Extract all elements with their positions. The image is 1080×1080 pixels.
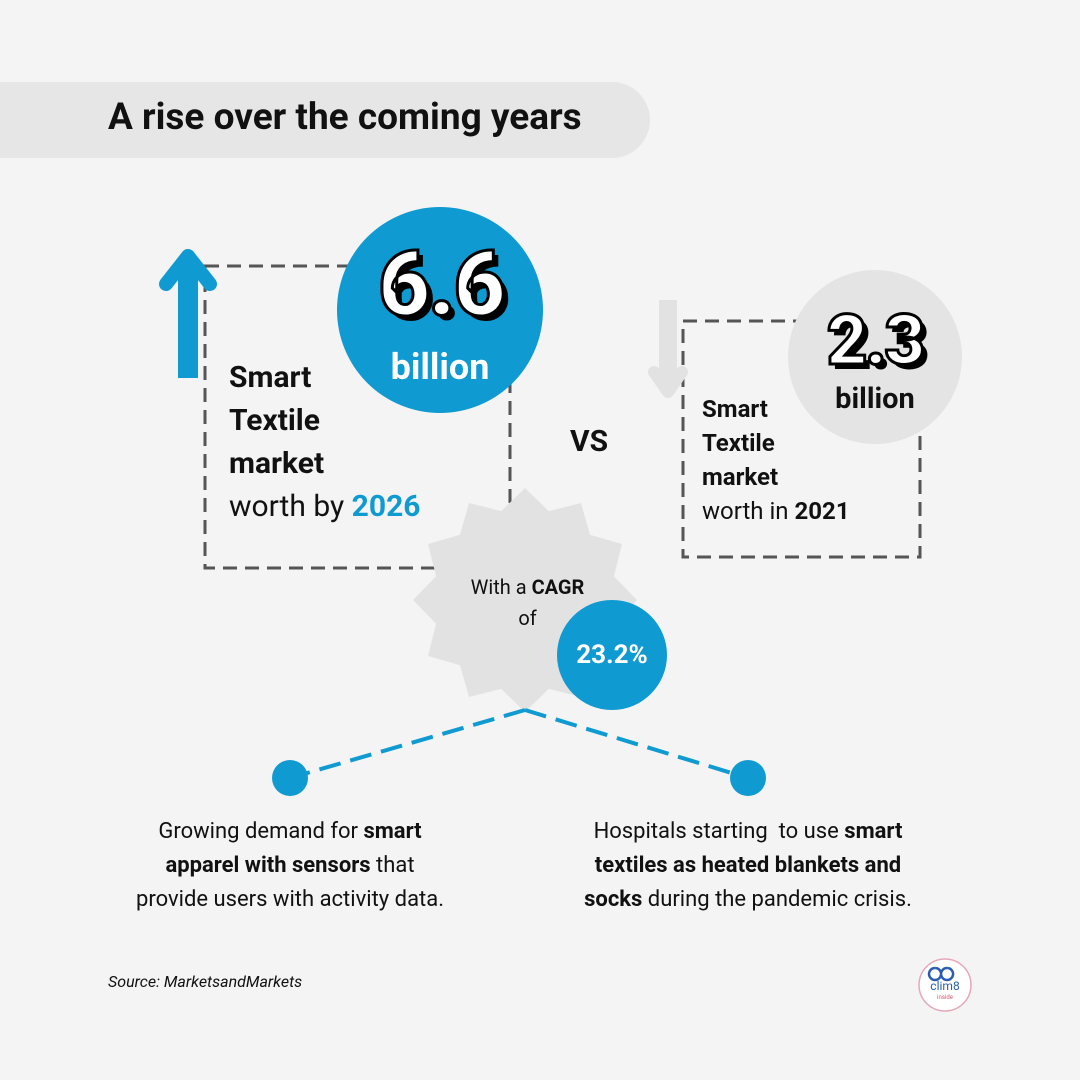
- cagr-text: With a CAGR of: [440, 572, 615, 634]
- point-bold: smart textiles as heated blankets and so…: [584, 819, 908, 912]
- point-text: during the pandemic crisis.: [642, 887, 912, 912]
- point-text: that provide users with activity data.: [135, 853, 445, 912]
- title-pill: [0, 82, 650, 158]
- right-label: Smart Textile market: [702, 395, 781, 491]
- left-box: [203, 264, 512, 570]
- right-circle: [788, 270, 962, 444]
- cagr-circle: [557, 600, 667, 710]
- right-prefix: worth in: [702, 497, 795, 525]
- logo-name: clim8: [930, 979, 960, 993]
- connector: [289, 708, 526, 780]
- connector: [524, 708, 749, 780]
- left-year: 2026: [351, 489, 421, 524]
- right-value: 2.3: [825, 299, 926, 384]
- up-arrow-head: [159, 249, 217, 291]
- left-caption: worth by 2026: [229, 489, 421, 524]
- title: A rise over the coming years: [108, 96, 582, 139]
- point: Hospitals starting to use smart textiles…: [563, 815, 933, 917]
- logo-tag: inside: [937, 994, 953, 1001]
- point-bold: smart apparel with sensors: [165, 819, 428, 878]
- right-year: 2021: [794, 497, 850, 525]
- vs: VS: [570, 424, 609, 459]
- logo-circle: [918, 958, 972, 1012]
- left-value: 6.6: [377, 231, 508, 339]
- down-arrow-head: [648, 366, 688, 398]
- cagr-suffix: of: [518, 606, 537, 630]
- right-caption: worth in 2021: [702, 497, 850, 525]
- cagr-label: CAGR: [531, 575, 585, 599]
- dot: [730, 760, 766, 796]
- dot: [272, 760, 308, 796]
- point: Growing demand for smart apparel with se…: [130, 815, 450, 917]
- point-text: Growing demand for: [158, 819, 364, 844]
- point-text: Hospitals starting to use: [593, 819, 845, 844]
- source: Source: MarketsandMarkets: [108, 972, 303, 991]
- cagr-prefix: With a: [470, 575, 532, 599]
- cagr-value: 23.2%: [576, 640, 648, 670]
- left-circle: [337, 207, 543, 413]
- left-label: Smart Textile market: [229, 360, 328, 481]
- right-unit: billion: [835, 382, 915, 416]
- left-unit: billion: [390, 346, 490, 388]
- left-prefix: worth by: [229, 489, 352, 524]
- logo-mark: [927, 966, 955, 982]
